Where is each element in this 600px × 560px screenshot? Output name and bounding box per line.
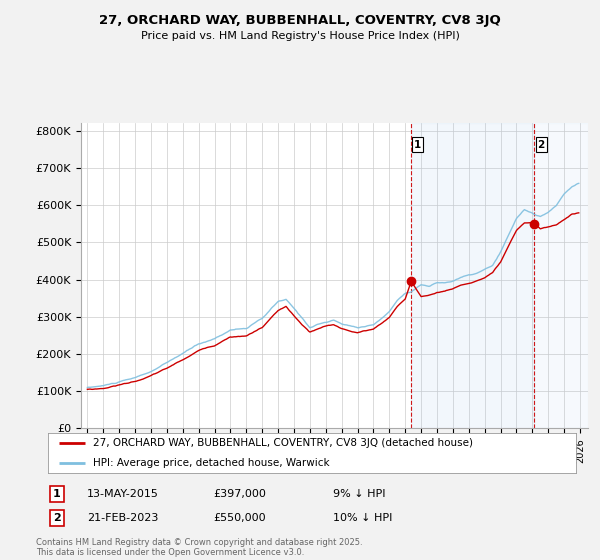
Text: 21-FEB-2023: 21-FEB-2023: [87, 513, 158, 523]
Bar: [411, 123, 535, 428]
Text: 2: 2: [538, 139, 545, 150]
Text: 1: 1: [53, 489, 61, 499]
Text: HPI: Average price, detached house, Warwick: HPI: Average price, detached house, Warw…: [93, 458, 329, 468]
Text: Price paid vs. HM Land Registry's House Price Index (HPI): Price paid vs. HM Land Registry's House …: [140, 31, 460, 41]
Text: 2: 2: [53, 513, 61, 523]
Text: 9% ↓ HPI: 9% ↓ HPI: [333, 489, 386, 499]
Text: 27, ORCHARD WAY, BUBBENHALL, COVENTRY, CV8 3JQ: 27, ORCHARD WAY, BUBBENHALL, COVENTRY, C…: [99, 14, 501, 27]
Text: £550,000: £550,000: [213, 513, 266, 523]
Text: Contains HM Land Registry data © Crown copyright and database right 2025.
This d: Contains HM Land Registry data © Crown c…: [36, 538, 362, 557]
Text: 1: 1: [414, 139, 421, 150]
Bar: [535, 123, 588, 428]
Text: 27, ORCHARD WAY, BUBBENHALL, COVENTRY, CV8 3JQ (detached house): 27, ORCHARD WAY, BUBBENHALL, COVENTRY, C…: [93, 438, 473, 448]
Text: 10% ↓ HPI: 10% ↓ HPI: [333, 513, 392, 523]
Text: 13-MAY-2015: 13-MAY-2015: [87, 489, 159, 499]
Text: £397,000: £397,000: [213, 489, 266, 499]
